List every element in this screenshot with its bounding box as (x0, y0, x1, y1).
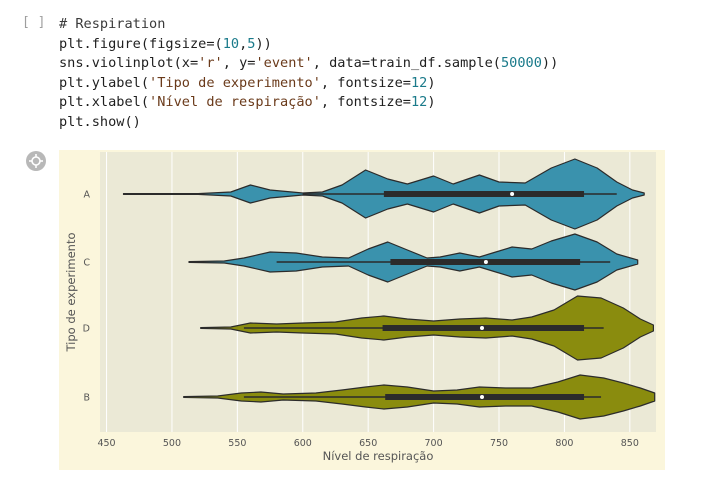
y-axis-label: Tipo de experimento (64, 233, 78, 353)
x-tick-label: 650 (359, 438, 377, 449)
code-token: ) (427, 74, 436, 91)
x-tick-label: 450 (97, 438, 115, 449)
y-tick-label: A (84, 190, 91, 201)
code-token: 'r' (198, 55, 223, 72)
code-token: 10 (222, 35, 240, 52)
violin-plot: A C D B 450 500 550 600 650 700 750 800 850 Nível d… (64, 152, 656, 463)
code-token: 12 (410, 74, 428, 91)
cell-run-prompt[interactable]: [ ] (22, 15, 46, 30)
x-tick-label: 500 (163, 438, 181, 449)
code-token: sns.violinplot(x= (59, 55, 199, 72)
code-line: plt.show() (59, 113, 558, 133)
x-tick-label: 850 (621, 438, 639, 449)
code-token: )) (541, 55, 559, 72)
x-tick-label: 800 (555, 438, 573, 449)
code-token: plt.figure(figsize=( (59, 35, 223, 52)
cell-output: A C D B 450 500 550 600 650 700 750 800 850 Nível d… (59, 150, 665, 470)
code-line: sns.violinplot(x='r', y='event', data=tr… (59, 54, 558, 74)
code-token: 'event' (255, 55, 313, 72)
y-tick-label: B (83, 393, 90, 404)
x-axis-label: Nível de respiração (323, 449, 434, 463)
code-token: )) (255, 35, 272, 52)
code-token: 'Nível de respiração' (149, 94, 321, 111)
code-token: , (239, 35, 248, 52)
code-token: , fontsize= (320, 94, 411, 111)
violin-iqr-box (383, 191, 585, 197)
code-token: plt.show() (59, 113, 141, 130)
code-token: plt.xlabel( (59, 94, 150, 111)
violin-median (510, 192, 515, 196)
code-token: 50000 (501, 55, 542, 72)
x-tick-label: 750 (490, 438, 508, 449)
violin-median (480, 395, 485, 399)
code-editor[interactable]: # Respiration plt.figure(figsize=(10,5)) s… (59, 15, 558, 133)
violin-median (480, 326, 485, 330)
code-token: plt.ylabel( (59, 74, 150, 91)
code-token: , data=train_df.sample( (312, 55, 501, 72)
y-tick-label: D (83, 324, 90, 335)
x-tick-label: 600 (294, 438, 312, 449)
code-token: , y= (222, 55, 256, 72)
output-settings-icon[interactable] (26, 151, 46, 171)
code-token: # Respiration (59, 16, 166, 32)
code-token: 'Tipo de experimento' (149, 74, 321, 91)
code-line: plt.xlabel('Nível de respiração', fontsi… (59, 93, 558, 113)
code-line: plt.ylabel('Tipo de experimento', fontsi… (59, 74, 558, 94)
code-token: 5 (247, 35, 256, 52)
code-token: ) (427, 94, 436, 111)
x-tick-label: 700 (425, 438, 443, 449)
code-line: plt.figure(figsize=(10,5)) (59, 35, 558, 55)
code-line: # Respiration (59, 15, 558, 35)
violin-iqr-box (385, 394, 585, 400)
violin-median (483, 260, 488, 264)
code-token: 12 (410, 94, 428, 111)
x-tick-label: 550 (228, 438, 246, 449)
code-token: , fontsize= (320, 74, 411, 91)
y-tick-label: C (83, 258, 90, 269)
